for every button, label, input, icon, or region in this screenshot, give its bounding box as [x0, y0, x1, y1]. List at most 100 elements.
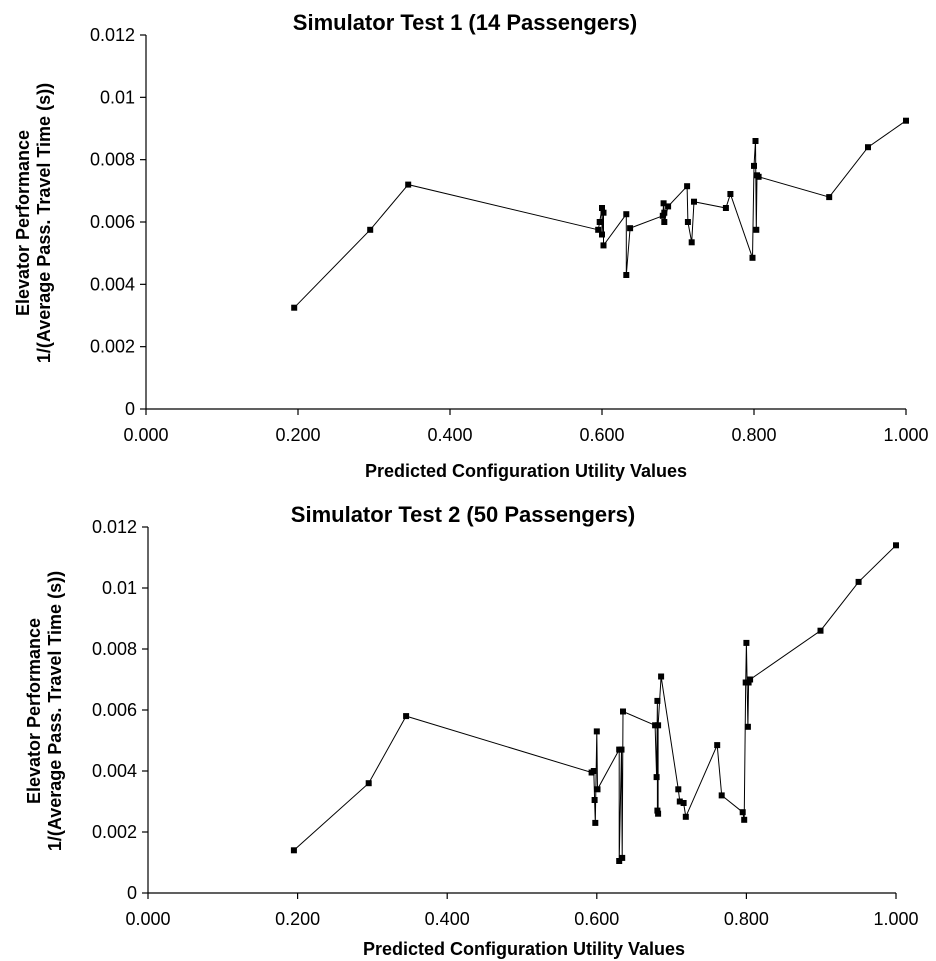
data-point	[865, 144, 871, 151]
data-point	[623, 272, 630, 278]
data-point	[599, 231, 605, 238]
data-point	[403, 713, 410, 720]
data-point	[594, 786, 601, 793]
data-point	[817, 627, 824, 634]
y-tick-label: 0	[125, 399, 135, 419]
y-tick-label: 0.006	[90, 212, 135, 232]
data-point	[684, 219, 691, 225]
x-tick-label: 0.000	[125, 909, 170, 929]
data-point	[903, 117, 909, 124]
x-tick-label: 1.000	[883, 425, 928, 445]
data-point	[291, 304, 298, 311]
x-tick-label: 0.600	[579, 425, 624, 445]
data-point	[675, 786, 682, 793]
data-point	[655, 722, 662, 729]
data-point	[684, 183, 691, 190]
data-point	[619, 854, 626, 861]
chart-simulator-test-2: Simulator Test 2 (50 Passengers) Elevato…	[24, 502, 919, 959]
y-tick-label: 0	[127, 883, 137, 903]
x-tick-label: 0.800	[724, 909, 769, 929]
data-point	[599, 205, 605, 211]
x-tick-label: 0.200	[275, 425, 320, 445]
y-tick-label: 0.004	[92, 761, 137, 781]
data-point	[620, 708, 626, 715]
data-point	[753, 226, 760, 233]
x-tick-label: 0.800	[731, 425, 776, 445]
data-point	[826, 194, 833, 201]
y-tick-label: 0.012	[92, 517, 137, 537]
data-point	[593, 728, 600, 735]
data-point	[618, 746, 625, 753]
data-point	[714, 742, 721, 749]
data-point	[718, 792, 725, 799]
data-point	[591, 797, 598, 803]
data-point	[691, 198, 697, 205]
chart-simulator-test-1: Simulator Test 1 (14 Passengers) Elevato…	[13, 10, 929, 481]
data-point	[682, 813, 689, 820]
y-axis-title-line-2: 1/(Average Pass. Travel Time (s))	[34, 83, 54, 363]
data-point	[600, 209, 607, 216]
data-point	[595, 226, 602, 233]
data-point	[661, 209, 668, 216]
series-line	[293, 544, 897, 862]
data-point	[741, 816, 748, 823]
y-tick-label: 0.012	[90, 25, 135, 45]
chart-title: Simulator Test 1 (14 Passengers)	[293, 10, 637, 35]
y-tick-label: 0.008	[92, 639, 137, 659]
data-point	[688, 239, 695, 246]
data-point	[747, 676, 754, 683]
x-tick-label: 0.600	[574, 909, 619, 929]
data-point	[365, 780, 372, 787]
data-point	[744, 723, 751, 730]
data-point	[600, 242, 607, 249]
data-point	[676, 798, 683, 805]
data-point	[655, 810, 662, 817]
data-point	[592, 819, 599, 826]
data-point	[367, 226, 374, 233]
data-point	[627, 225, 634, 232]
data-point	[855, 578, 862, 585]
data-point	[727, 191, 734, 197]
x-tick-label: 0.200	[275, 909, 320, 929]
data-point	[616, 858, 623, 864]
data-point	[290, 847, 297, 854]
data-point	[590, 768, 597, 774]
chart-title: Simulator Test 2 (50 Passengers)	[291, 502, 635, 527]
data-point	[743, 639, 750, 646]
y-tick-label: 0.01	[102, 578, 137, 598]
y-tick-label: 0.006	[92, 700, 137, 720]
y-tick-label: 0.002	[90, 337, 135, 357]
data-point	[661, 219, 668, 225]
data-point	[654, 807, 661, 814]
data-point	[659, 212, 666, 219]
data-point	[749, 254, 756, 261]
series-line	[293, 120, 907, 309]
x-tick-label: 0.000	[123, 425, 168, 445]
data-point	[665, 203, 672, 210]
data-point	[405, 181, 412, 188]
data-point	[755, 173, 762, 180]
y-tick-label: 0.002	[92, 822, 137, 842]
axis-ticks: 0 0.002 0.004 0.006 0.008 0.01 0.012 0.000 0.200…	[92, 517, 919, 929]
data-point	[658, 673, 665, 680]
plot-area	[290, 542, 899, 864]
data-point	[654, 697, 661, 704]
y-tick-label: 0.008	[90, 150, 135, 170]
data-point	[751, 162, 757, 169]
x-tick-label: 0.400	[427, 425, 472, 445]
plot-area	[291, 117, 909, 311]
y-axis-title-line-1: Elevator Performance	[24, 618, 44, 804]
y-axis-title-line-1: Elevator Performance	[13, 130, 33, 316]
data-point	[660, 200, 667, 207]
x-axis-title: Predicted Configuration Utility Values	[363, 939, 685, 959]
x-tick-label: 0.400	[425, 909, 470, 929]
data-point	[739, 809, 746, 816]
data-point	[623, 211, 630, 218]
data-point	[893, 542, 899, 549]
y-axis-title-line-2: 1/(Average Pass. Travel Time (s))	[45, 571, 65, 851]
y-tick-label: 0.004	[90, 274, 135, 294]
y-tick-label: 0.01	[100, 87, 135, 107]
data-point	[680, 800, 687, 806]
data-point	[596, 219, 603, 225]
